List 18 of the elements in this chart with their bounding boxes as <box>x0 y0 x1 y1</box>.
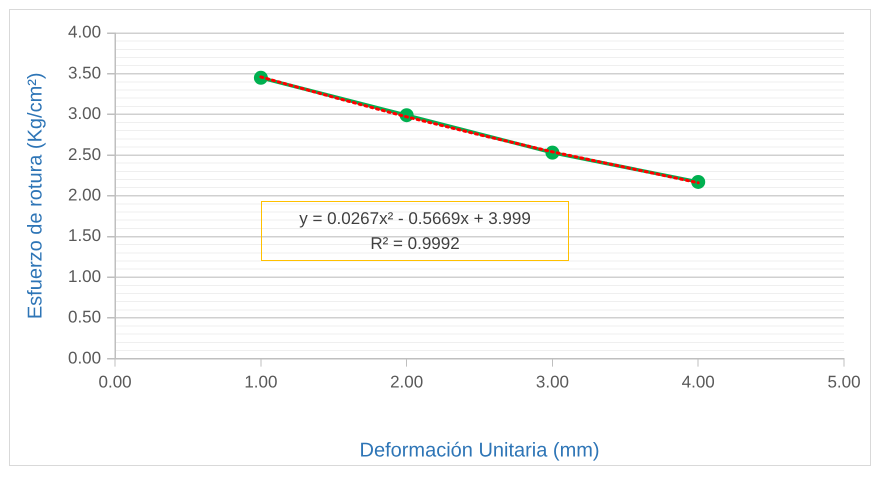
y-tick-label: 1.50 <box>68 226 102 246</box>
annotation: y = 0.0267x² - 0.5669x + 3.999 R² = 0.9992 <box>261 201 569 261</box>
y-tick-label: 0.00 <box>68 348 102 368</box>
y-tick-label: 2.00 <box>68 185 102 204</box>
x-tick-label: 3.00 <box>536 372 569 392</box>
y-tick-label: 2.50 <box>68 144 102 164</box>
x-tick-label: 1.00 <box>244 372 278 392</box>
x-axis-title: Deformación Unitaria (mm) <box>360 440 600 462</box>
x-tick-label: 2.00 <box>390 372 424 392</box>
y-tick-label: 3.00 <box>68 104 102 124</box>
x-tick-label: 5.00 <box>827 372 861 392</box>
x-tick-label: 4.00 <box>682 372 715 392</box>
x-tick-label: 0.00 <box>98 372 132 392</box>
y-tick-label: 0.50 <box>68 308 102 327</box>
y-axis-title: Esfuerzo de rotura (Kg/cm²) <box>24 72 47 320</box>
y-tick-label: 4.00 <box>68 22 102 42</box>
y-tick-label: 1.00 <box>68 266 102 286</box>
y-tick-label: 3.50 <box>68 63 102 82</box>
